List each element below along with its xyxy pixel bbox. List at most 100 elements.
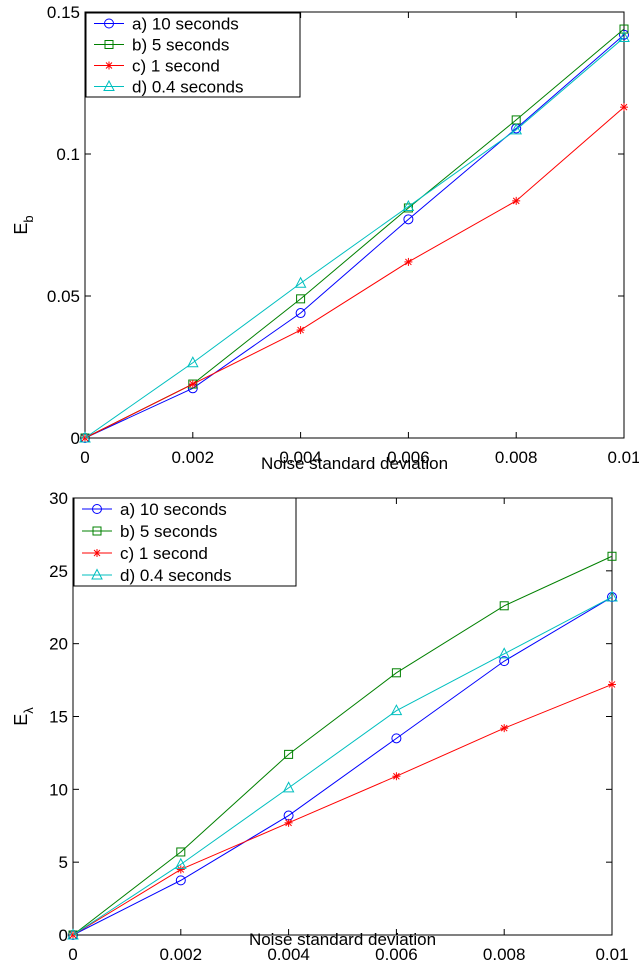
series-line bbox=[84, 37, 625, 439]
legend-item: d) 0.4 seconds bbox=[94, 78, 244, 97]
y-tick-label: 5 bbox=[59, 853, 68, 872]
chart-2: 0 0.002 0.004 0.006 0.008 0.01 0 5 10 15 20 25 30 Noi… bbox=[11, 489, 629, 964]
y-tick-label: 20 bbox=[49, 635, 68, 654]
point bbox=[79, 431, 91, 443]
x-axis-label: Noise standard deviation bbox=[249, 930, 436, 949]
legend-label: d) 0.4 seconds bbox=[132, 78, 244, 97]
point bbox=[188, 380, 197, 389]
point bbox=[186, 356, 199, 368]
point bbox=[294, 276, 307, 288]
point bbox=[392, 772, 401, 781]
chart-1: 0 0.002 0.004 0.006 0.008 0.01 0 0.05 0.1 0.15 Noi… bbox=[11, 3, 639, 473]
point bbox=[498, 647, 511, 659]
point bbox=[391, 733, 402, 744]
x-tick-label: 0.006 bbox=[387, 448, 430, 467]
y-tick-label: 0.15 bbox=[47, 3, 80, 22]
point bbox=[500, 724, 509, 733]
point bbox=[499, 601, 509, 611]
point bbox=[176, 865, 185, 874]
x-tick-label: 0.01 bbox=[607, 448, 639, 467]
plot-frame bbox=[84, 11, 625, 439]
point bbox=[608, 680, 616, 689]
x-tick-label: 0.002 bbox=[172, 448, 215, 467]
point bbox=[103, 79, 115, 91]
legend-label: d) 0.4 seconds bbox=[120, 566, 232, 585]
point bbox=[104, 40, 114, 49]
point bbox=[620, 103, 628, 112]
y-tick-label: 0.1 bbox=[56, 145, 80, 164]
legend-label: b) 5 seconds bbox=[132, 36, 229, 55]
point bbox=[510, 123, 523, 135]
y-axis-label-sub: λ bbox=[21, 707, 36, 714]
y-tick-label: 0 bbox=[71, 429, 80, 448]
point bbox=[403, 214, 414, 225]
point bbox=[391, 668, 401, 678]
y-axis-label: Eb bbox=[11, 215, 36, 234]
series-line bbox=[72, 596, 613, 936]
x-tick-label: 0.006 bbox=[375, 945, 418, 964]
x-tick-label: 0 bbox=[80, 448, 89, 467]
y-axis-label-main: E bbox=[11, 714, 31, 726]
y-tick-label: 15 bbox=[49, 708, 68, 727]
point bbox=[284, 749, 294, 759]
legend-item: b) 5 seconds bbox=[94, 36, 229, 55]
series-3 bbox=[69, 680, 616, 939]
point bbox=[390, 704, 403, 716]
point bbox=[402, 199, 415, 212]
legend-label: c) 1 second bbox=[120, 544, 208, 563]
point bbox=[175, 875, 186, 886]
legend-label: a) 10 seconds bbox=[132, 15, 239, 34]
series-line bbox=[84, 106, 625, 439]
point bbox=[105, 61, 113, 70]
x-tick-label: 0.008 bbox=[495, 448, 538, 467]
series-line bbox=[72, 596, 613, 936]
point bbox=[284, 818, 293, 827]
point bbox=[618, 30, 630, 43]
series-4 bbox=[79, 30, 630, 443]
point bbox=[606, 590, 618, 602]
point bbox=[104, 18, 114, 29]
series-line bbox=[72, 555, 613, 936]
point bbox=[607, 551, 617, 561]
y-axis-label-sub: b bbox=[21, 215, 36, 222]
point bbox=[499, 656, 510, 667]
y-axis-label: Eλ bbox=[11, 707, 36, 726]
y-tick-label: 0 bbox=[59, 926, 68, 945]
legend-item: c) 1 second bbox=[94, 57, 220, 76]
legend: a) 10 seconds b) 5 seconds c) 1 second d) 0… bbox=[73, 497, 297, 587]
point bbox=[67, 928, 79, 940]
series-line bbox=[84, 34, 625, 439]
point bbox=[404, 257, 413, 266]
y-tick-label: 0.05 bbox=[47, 287, 80, 306]
point bbox=[512, 196, 521, 205]
x-tick-label: 0.002 bbox=[160, 945, 203, 964]
legend-item: b) 5 seconds bbox=[82, 522, 217, 541]
x-axis-label: Noise standard deviation bbox=[261, 454, 448, 473]
series-2 bbox=[68, 551, 617, 940]
point bbox=[174, 857, 187, 869]
legend-box bbox=[73, 497, 297, 587]
x-tick-label: 0.004 bbox=[279, 448, 322, 467]
point bbox=[296, 294, 306, 304]
legend: a) 10 seconds b) 5 seconds c) 1 second d) 0… bbox=[85, 12, 301, 98]
legend-box bbox=[85, 12, 301, 98]
legend-label: a) 10 seconds bbox=[120, 500, 227, 519]
x-tick-label: 0.004 bbox=[267, 945, 310, 964]
y-tick-label: 10 bbox=[49, 780, 68, 799]
series-line bbox=[72, 683, 613, 936]
point bbox=[282, 781, 295, 793]
x-tick-label: 0 bbox=[68, 945, 77, 964]
y-tick-label: 25 bbox=[49, 562, 68, 581]
point bbox=[619, 29, 629, 40]
legend-item: c) 1 second bbox=[82, 544, 208, 563]
point bbox=[176, 847, 186, 857]
legend-item: a) 10 seconds bbox=[94, 15, 239, 34]
point bbox=[92, 504, 102, 514]
x-tick-label: 0.008 bbox=[483, 945, 526, 964]
y-tick-label: 30 bbox=[49, 489, 68, 508]
point bbox=[93, 549, 101, 557]
y-axis-label-main: E bbox=[11, 223, 31, 235]
series-3 bbox=[81, 103, 628, 442]
legend-item: d) 0.4 seconds bbox=[82, 566, 232, 585]
